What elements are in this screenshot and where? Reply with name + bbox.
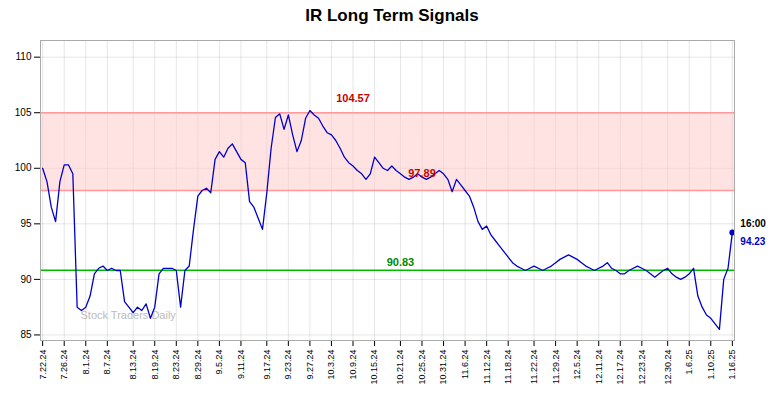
svg-text:10.3.24: 10.3.24 xyxy=(326,350,336,380)
svg-text:9.11.24: 9.11.24 xyxy=(236,350,246,379)
svg-text:9.5.24: 9.5.24 xyxy=(214,350,224,375)
svg-text:11.29.24: 11.29.24 xyxy=(550,350,560,384)
svg-text:1.16.25: 1.16.25 xyxy=(727,350,737,380)
svg-text:90.83: 90.83 xyxy=(387,256,415,268)
svg-text:10.15.24: 10.15.24 xyxy=(369,350,379,385)
svg-text:11.18.24: 11.18.24 xyxy=(503,350,513,384)
svg-text:1.10.25: 1.10.25 xyxy=(706,350,716,380)
svg-text:12.5.24: 12.5.24 xyxy=(572,350,582,380)
svg-text:90: 90 xyxy=(20,274,32,285)
svg-text:12.30.24: 12.30.24 xyxy=(663,350,673,385)
svg-text:105: 105 xyxy=(15,107,32,118)
svg-text:1.6.25: 1.6.25 xyxy=(684,350,694,375)
svg-text:11.6.24: 11.6.24 xyxy=(460,350,470,379)
svg-text:12.11.24: 12.11.24 xyxy=(594,350,604,384)
svg-text:12.23.24: 12.23.24 xyxy=(637,350,647,385)
svg-text:9.17.24: 9.17.24 xyxy=(262,350,272,380)
svg-text:8.19.24: 8.19.24 xyxy=(150,350,160,380)
svg-text:10.21.24: 10.21.24 xyxy=(395,350,405,385)
svg-text:8.23.24: 8.23.24 xyxy=(171,350,181,380)
svg-text:10.9.24: 10.9.24 xyxy=(348,350,358,380)
svg-text:94.23: 94.23 xyxy=(740,236,765,247)
html-text:IR Long Term Signals: IR Long Term Signals xyxy=(305,6,479,25)
svg-text:8.13.24: 8.13.24 xyxy=(128,350,138,380)
svg-text:100: 100 xyxy=(15,162,32,173)
svg-text:95: 95 xyxy=(20,218,32,229)
svg-text:9.27.24: 9.27.24 xyxy=(305,350,315,380)
svg-text:110: 110 xyxy=(16,51,32,62)
svg-text:97.89: 97.89 xyxy=(408,167,436,179)
svg-text:16:00: 16:00 xyxy=(740,218,766,229)
svg-text:11.22.24: 11.22.24 xyxy=(529,350,539,384)
svg-text:85: 85 xyxy=(20,329,32,340)
svg-text:8.29.24: 8.29.24 xyxy=(193,350,203,380)
svg-text:11.12.24: 11.12.24 xyxy=(482,350,492,384)
svg-text:12.17.24: 12.17.24 xyxy=(615,350,625,385)
svg-text:8.1.24: 8.1.24 xyxy=(81,350,91,375)
svg-text:7.26.24: 7.26.24 xyxy=(59,350,69,380)
svg-text:7.22.24: 7.22.24 xyxy=(38,350,48,380)
svg-text:10.25.24: 10.25.24 xyxy=(417,350,427,385)
svg-text:10.31.24: 10.31.24 xyxy=(438,350,448,385)
svg-text:104.57: 104.57 xyxy=(336,92,370,104)
svg-text:Stock Traders Daily: Stock Traders Daily xyxy=(81,309,177,321)
svg-text:9.23.24: 9.23.24 xyxy=(283,350,293,380)
svg-text:8.7.24: 8.7.24 xyxy=(102,350,112,375)
